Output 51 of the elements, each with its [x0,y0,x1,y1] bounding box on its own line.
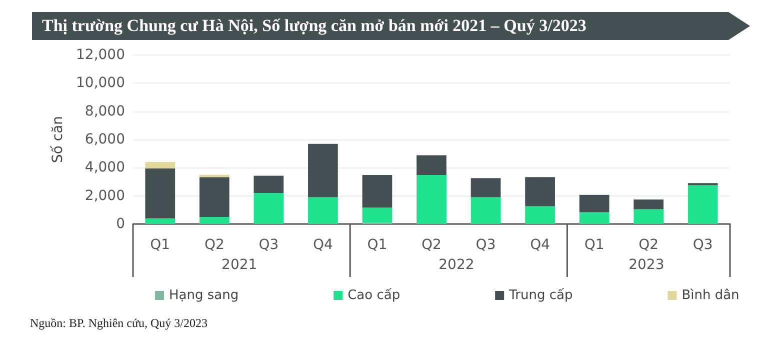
bar [199,177,230,217]
x-tick-label: Q2 [204,237,224,253]
y-tick-label: 12,000 [76,47,125,63]
y-tick-label: 8,000 [84,103,125,120]
y-tick-label: 6,000 [84,132,125,148]
x-tick-label: Q3 [692,237,713,253]
chart-title: Thị trường Chung cư Hà Nội, Số lượng căn mở bán mới 2021 – Quý 3/2023 [32,12,750,40]
bar [199,216,230,224]
bar [145,168,176,218]
legend-label: Hạng sang [169,288,239,303]
x-tick-label: Q3 [476,237,496,253]
text: Nguồn: BP. Nghiên cứu, Quý 3/2023 [30,316,208,331]
text: 2023 [628,257,664,273]
text: 2021 [222,257,258,273]
legend-label: Trung cấp [508,288,573,303]
bar [308,197,338,224]
bar [308,144,338,198]
bar [525,177,555,206]
y-tick-label: 0 [116,216,125,232]
x-tick-label: Q2 [638,237,659,253]
bar [254,193,284,224]
bar [362,174,392,208]
bar [579,194,610,212]
y-axis-title: Số căn [50,116,66,164]
x-tick-label: Q1 [367,237,388,253]
text: 2022 [438,257,474,273]
legend-label: Cao cấp [348,288,400,303]
bar [634,199,664,210]
x-tick-label: Q3 [258,237,279,253]
bar [525,206,555,224]
bar [470,178,501,198]
bar [362,208,392,223]
y-tick-label: 2,000 [84,188,125,204]
bar [199,174,230,178]
legend-label: Bình dân [682,288,740,303]
bar [145,218,176,224]
x-tick-label: Q1 [584,237,604,253]
bar [470,197,501,224]
x-tick-label: Q2 [422,237,442,253]
x-tick-label: Q4 [530,237,550,253]
bar [579,212,610,224]
bar [254,176,284,194]
x-tick-label: Q4 [312,237,334,253]
bar [634,209,664,224]
bar [416,174,446,224]
x-tick-label: Q1 [150,237,170,253]
bar [688,185,718,224]
bar [145,162,176,168]
y-tick-label: 10,000 [76,75,125,92]
bar [416,155,446,175]
y-tick-label: 4,000 [84,160,125,176]
